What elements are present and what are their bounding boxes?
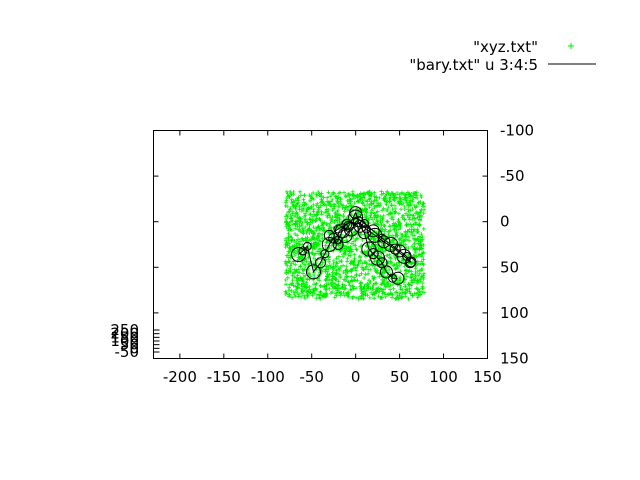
z-tick-label: 0	[129, 339, 139, 357]
legend-label-xyz: "xyz.txt"	[473, 38, 538, 56]
bary-point	[352, 216, 364, 228]
bary-point	[366, 224, 380, 238]
bary-point	[379, 265, 393, 279]
x-axis: -200 -150 -100 -50 0 50 100 150	[163, 130, 502, 386]
bary-point	[337, 227, 353, 243]
z-tick-label: -50	[115, 343, 140, 361]
y-axis: -100 -50 0 50 100 150	[153, 122, 534, 368]
legend-label-bary: "bary.txt" u 3:4:5	[409, 56, 538, 74]
y-tick-label: -100	[500, 122, 534, 140]
z-tick-label: 50	[120, 336, 139, 354]
bary-point	[405, 256, 417, 268]
bary-point	[389, 243, 401, 255]
y-tick-label: 0	[500, 213, 510, 231]
x-tick-label: -50	[299, 368, 324, 386]
bary-point	[391, 271, 405, 285]
bary-point	[341, 218, 353, 230]
bary-point	[321, 237, 337, 252]
bary-line-layer	[291, 206, 417, 285]
z-tick-label: 200	[110, 325, 139, 343]
bary-point	[302, 241, 312, 251]
bary-point	[323, 229, 335, 241]
bary-point	[332, 239, 344, 250]
x-tick-label: -150	[207, 368, 241, 386]
bary-point	[367, 248, 379, 260]
legend-marker-xyz	[568, 43, 574, 49]
bary-point	[349, 206, 363, 220]
x-tick-label: -200	[163, 368, 197, 386]
bary-point	[393, 244, 407, 258]
x-tick-label: 0	[351, 368, 361, 386]
z-tick-label: 250	[110, 321, 139, 339]
bary-point	[388, 273, 398, 283]
bary-line-branch-0	[329, 216, 411, 263]
bary-point	[343, 221, 359, 237]
legend-plus-mark	[568, 43, 574, 49]
bary-point	[315, 257, 326, 269]
bary-point	[361, 224, 371, 234]
x-tick-label: 150	[473, 368, 502, 386]
legend: "xyz.txt" "bary.txt" u 3:4:5	[409, 38, 596, 74]
x-tick-label: 50	[390, 368, 409, 386]
x-tick-label: -100	[251, 368, 285, 386]
xyz-point-marks	[283, 189, 427, 301]
x-tick-label: 100	[429, 368, 458, 386]
xyz-points-layer	[283, 189, 427, 301]
y-tick-label: 100	[500, 304, 529, 322]
z-tick-label: 100	[110, 332, 139, 350]
y-tick-label: 150	[500, 350, 529, 368]
plot-border	[153, 130, 488, 359]
bary-point	[367, 227, 383, 243]
bary-line-branch-1	[337, 220, 412, 263]
y-tick-label: -50	[500, 167, 525, 185]
z-tick-label: 150	[110, 328, 139, 346]
y-tick-label: 50	[500, 258, 519, 276]
bary-line-main	[298, 211, 398, 279]
bary-point	[377, 235, 391, 249]
bary-point	[305, 264, 321, 280]
bary-point	[404, 257, 416, 269]
